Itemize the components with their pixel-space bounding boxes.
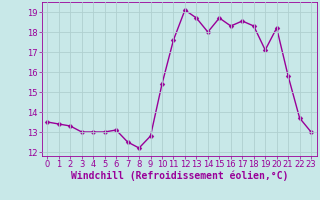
X-axis label: Windchill (Refroidissement éolien,°C): Windchill (Refroidissement éolien,°C) (70, 171, 288, 181)
